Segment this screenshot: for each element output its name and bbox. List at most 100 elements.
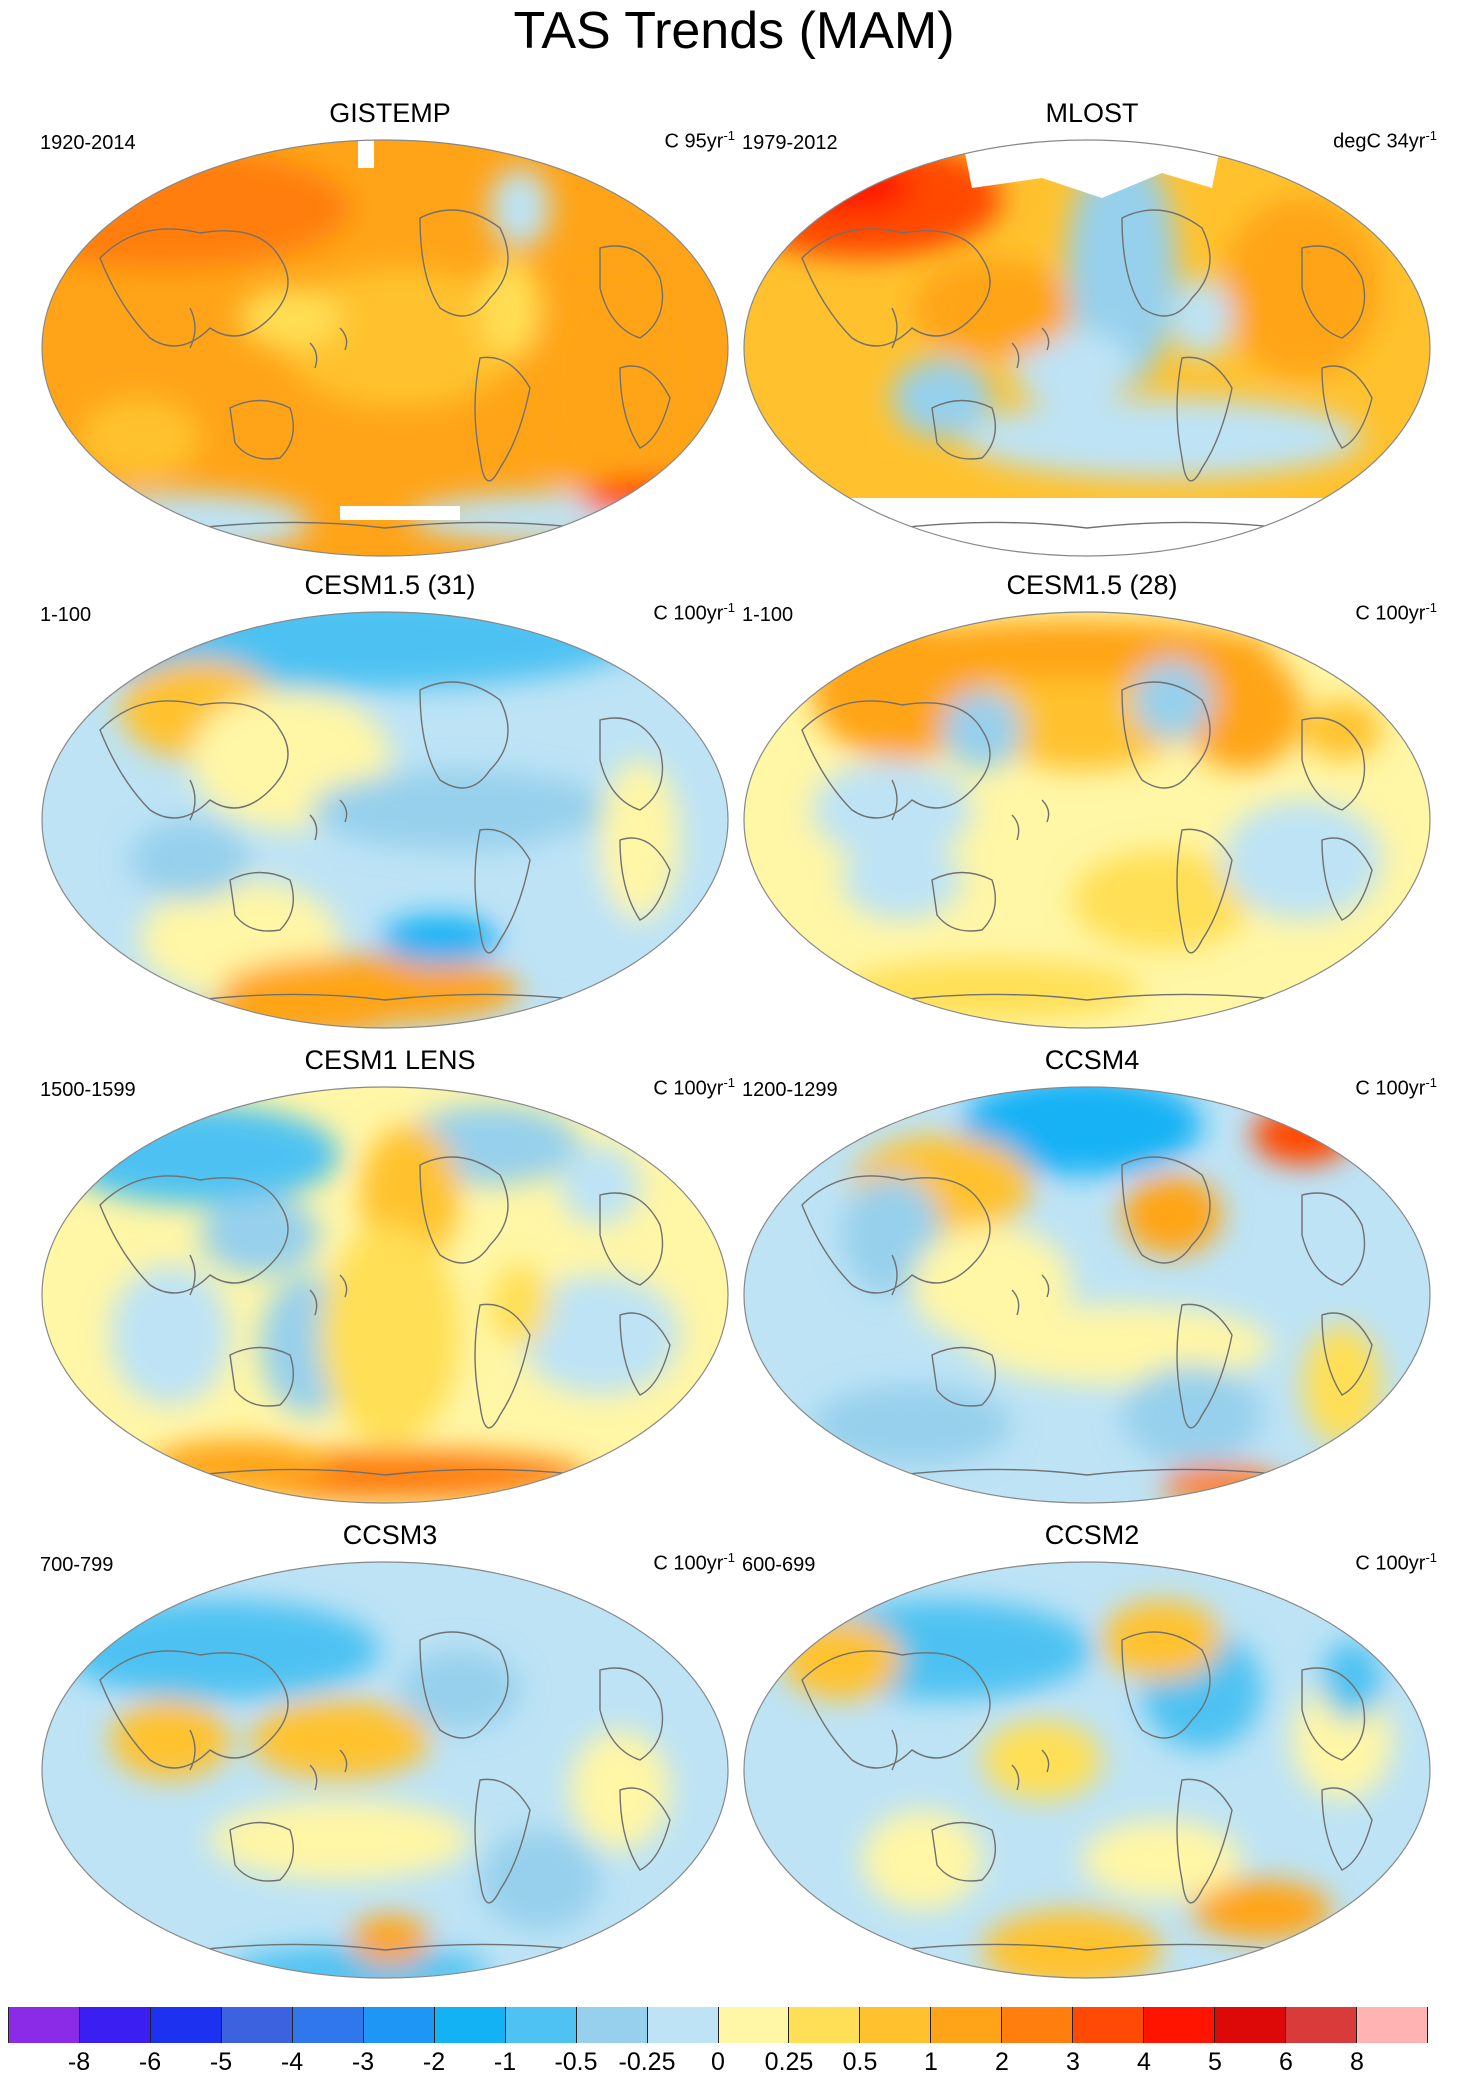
trend-region xyxy=(1082,1820,1242,1900)
continent-outline xyxy=(931,399,996,460)
trend-region xyxy=(1122,1365,1262,1465)
trend-region xyxy=(1102,1600,1222,1680)
colorbar-swatch xyxy=(434,2007,506,2043)
map-border xyxy=(743,1086,1431,1504)
trend-region xyxy=(982,1910,1162,1978)
panel-units-text: degC 34yr xyxy=(1333,130,1426,153)
panel-title: CESM1 LENS xyxy=(304,1045,476,1075)
colorbar-swatch xyxy=(363,2007,435,2043)
panel-units: C 100yr-1 xyxy=(653,1075,735,1101)
panel-units-exponent: -1 xyxy=(1425,1550,1437,1565)
trend-region xyxy=(962,398,1362,478)
trend-region xyxy=(130,820,250,900)
map-panel: MLOST 1979-2012 degC 34yr-1 xyxy=(742,98,1442,557)
continent-outline xyxy=(619,837,671,921)
trend-region xyxy=(1322,1640,1382,1720)
continent-outline xyxy=(229,871,294,932)
trend-region xyxy=(110,1700,230,1780)
trend-region xyxy=(110,1265,230,1405)
colorbar-label: 1 xyxy=(924,2048,938,2076)
continent-outline xyxy=(474,1303,531,1429)
map-border xyxy=(41,611,729,1029)
continent-outline xyxy=(619,365,671,449)
trend-region xyxy=(982,1720,1102,1800)
trend-region xyxy=(400,1650,520,1730)
trend-region xyxy=(380,915,500,965)
panel-period: 1920-2014 xyxy=(40,132,136,154)
map-border xyxy=(41,1086,729,1504)
trend-region xyxy=(320,1225,460,1445)
panel-title: CCSM3 xyxy=(342,1520,438,1550)
continent-outline xyxy=(229,1821,294,1882)
continent-outline xyxy=(599,245,664,339)
colorbar-label: 3 xyxy=(1066,2048,1080,2076)
continent-outline xyxy=(99,1175,289,1294)
continent-outline xyxy=(801,228,991,347)
map-panel: CESM1 LENS 1500-1599 C 100yr-1 xyxy=(40,1045,740,1504)
colorbar-label: -1 xyxy=(493,2048,517,2076)
continent-outline xyxy=(419,1156,509,1264)
continent-outline xyxy=(599,1192,664,1286)
trend-region xyxy=(1192,1880,1332,1940)
trend-region xyxy=(210,1800,470,1880)
map-panel: CCSM4 1200-1299 C 100yr-1 xyxy=(742,1045,1442,1504)
colorbar-swatch xyxy=(718,2007,790,2043)
trend-region xyxy=(80,398,200,478)
panel-period: 700-799 xyxy=(40,1554,114,1576)
panel-units-exponent: -1 xyxy=(723,1550,735,1565)
map-svg xyxy=(743,611,1431,1029)
colorbar-label: -2 xyxy=(422,2048,446,2076)
trend-region xyxy=(1182,650,1302,770)
trend-region xyxy=(490,1265,550,1345)
trend-region xyxy=(1162,1465,1282,1503)
continent-outline xyxy=(931,1821,996,1882)
panel-units-text: C 100yr xyxy=(653,1077,724,1100)
map-svg xyxy=(41,1561,729,1979)
no-data-region xyxy=(358,140,374,168)
trend-region xyxy=(1132,660,1212,740)
continent-outline xyxy=(1321,837,1373,921)
continent-outline xyxy=(1301,717,1366,811)
continent-outline xyxy=(229,1346,294,1407)
no-data-region xyxy=(962,140,1222,198)
continent-outline xyxy=(1321,1312,1373,1396)
map-border xyxy=(41,139,729,557)
colorbar-swatch xyxy=(1144,2007,1216,2043)
continent-outline xyxy=(801,1650,991,1769)
trend-region xyxy=(962,1087,1202,1175)
continent-outline xyxy=(931,871,996,932)
trend-region xyxy=(1222,800,1382,920)
colorbar-swatch xyxy=(1357,2007,1429,2043)
trend-region xyxy=(1172,278,1232,358)
continent-outline xyxy=(419,209,509,317)
trend-region xyxy=(60,1600,380,1700)
map-svg xyxy=(41,1086,729,1504)
trend-region xyxy=(892,358,992,438)
panel-units-text: C 100yr xyxy=(653,602,724,625)
trend-region xyxy=(580,478,700,518)
panel-units-text: C 100yr xyxy=(1355,602,1426,625)
trend-region xyxy=(812,1385,1012,1465)
panel-units-exponent: -1 xyxy=(723,1075,735,1090)
colorbar-swatch xyxy=(1002,2007,1074,2043)
trend-region xyxy=(1302,1325,1382,1445)
panel-units: C 100yr-1 xyxy=(1355,600,1437,626)
colorbar-label: 8 xyxy=(1350,2048,1364,2076)
colorbar-label: -0.25 xyxy=(618,2048,676,2076)
continent-outline xyxy=(1121,1156,1211,1264)
colorbar-label: 5 xyxy=(1208,2048,1222,2076)
continent-outline xyxy=(99,700,289,819)
continent-outline xyxy=(931,1346,996,1407)
continent-outline xyxy=(1176,1778,1233,1904)
map-svg xyxy=(41,139,729,557)
continent-outline xyxy=(1321,1787,1373,1871)
continent-outline xyxy=(1121,1631,1211,1739)
panel-units: C 100yr-1 xyxy=(1355,1550,1437,1576)
continent-outline xyxy=(619,1787,671,1871)
map-panel: GISTEMP 1920-2014 C 95yr-1 xyxy=(40,98,740,557)
trend-region xyxy=(600,760,680,920)
panel-units-text: C 95yr xyxy=(664,130,724,153)
continent-outline xyxy=(1321,365,1373,449)
trend-region xyxy=(1012,328,1132,408)
colorbar-swatch xyxy=(1215,2007,1287,2043)
